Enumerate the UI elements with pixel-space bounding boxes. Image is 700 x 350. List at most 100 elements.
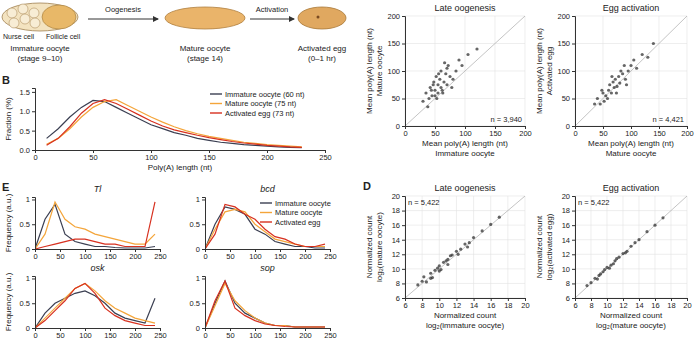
plot-area — [575, 196, 687, 298]
x-axis-title: Mean poly(A) length (nt) — [588, 139, 674, 148]
point — [437, 72, 440, 75]
tick: 150 — [274, 328, 287, 340]
tick-label: 0 — [33, 252, 37, 261]
y-axis: 00.51 — [190, 195, 206, 254]
plot-area — [35, 283, 155, 328]
grid-line — [405, 225, 525, 226]
x-axis: 050100150200250 — [33, 150, 331, 162]
x-axis: 050100150200 — [573, 126, 693, 138]
series-line — [35, 283, 155, 328]
tick-label: 18 — [392, 206, 400, 215]
grid-line — [490, 196, 491, 298]
tick: 0 — [203, 249, 207, 261]
tick: 10 — [603, 298, 611, 310]
series-line — [205, 204, 325, 249]
series-line — [205, 281, 325, 328]
tick-label: 50 — [392, 94, 400, 103]
point — [435, 75, 438, 78]
tick-label: 6 — [396, 294, 400, 303]
tick-label: 18 — [667, 301, 675, 310]
point — [489, 223, 492, 226]
tick: 16 — [562, 221, 575, 230]
tick-mark — [572, 99, 575, 100]
tick: 14 — [562, 236, 575, 245]
point — [604, 94, 607, 97]
tick-label: 100 — [387, 67, 400, 76]
tick: 100 — [387, 67, 405, 76]
tick: 16 — [487, 298, 495, 310]
grid-line — [575, 43, 687, 44]
grid-line — [575, 196, 687, 197]
point — [608, 83, 611, 86]
immature-oocyte — [42, 5, 76, 29]
point — [451, 78, 454, 81]
tick: 0 — [26, 245, 35, 254]
tick-mark — [572, 71, 575, 72]
point — [445, 259, 448, 262]
axis-line — [32, 277, 36, 329]
tick: 250 — [324, 249, 337, 261]
y-axis: 00.51 — [20, 274, 36, 333]
legend-label: Activated egg (73 nt) — [225, 109, 295, 118]
tick-label: 100 — [459, 129, 472, 138]
tick: 8 — [566, 279, 575, 288]
diagonal — [575, 16, 687, 126]
tick: 50 — [562, 94, 575, 103]
tick: 0.0 — [20, 146, 35, 155]
point — [422, 275, 425, 278]
tick: 200 — [129, 249, 142, 261]
tick: 1 — [26, 195, 35, 204]
grid-line — [456, 196, 457, 298]
diagonal — [575, 196, 687, 298]
tick-mark — [402, 126, 405, 127]
point — [448, 75, 451, 78]
point — [436, 83, 439, 86]
point — [625, 83, 628, 86]
grid-line — [525, 196, 526, 298]
tick-label: 50 — [226, 331, 234, 340]
tick-label: 18 — [504, 301, 512, 310]
plot-area — [205, 281, 325, 328]
egg-chamber — [2, 3, 78, 31]
point — [652, 42, 655, 45]
tick-label: 0.5 — [190, 299, 200, 308]
tick-mark — [402, 71, 405, 72]
tick-mark — [202, 328, 205, 329]
point — [606, 97, 609, 100]
tick-label: 0 — [196, 245, 200, 254]
tick-mark — [402, 16, 405, 17]
tick: 8 — [396, 279, 405, 288]
tick-mark — [32, 150, 35, 151]
tick-label: 8 — [421, 301, 425, 310]
tick: 100 — [79, 328, 92, 340]
x-axis: 050100150200 — [403, 126, 531, 138]
tick-label: 0.5 — [190, 220, 200, 229]
legend-label: Immature oocyte — [275, 199, 331, 208]
tick-mark — [32, 131, 35, 132]
tick-label: 20 — [521, 301, 529, 310]
tick-label: 20 — [562, 192, 570, 201]
point — [433, 94, 436, 97]
point — [596, 277, 599, 280]
chart: 050100150200050100150200Egg activationMe… — [535, 3, 694, 158]
tick-label: 100 — [79, 331, 92, 340]
diagonal — [405, 16, 525, 126]
tick-label: 1 — [26, 274, 30, 283]
series-line — [205, 281, 325, 328]
tick: 0 — [33, 328, 37, 340]
tick: 1 — [196, 195, 205, 204]
chart-title: bcd — [260, 184, 276, 194]
tick: 200 — [299, 249, 312, 261]
point — [441, 89, 444, 92]
tick: 150 — [104, 328, 117, 340]
nurse-cell — [9, 18, 19, 28]
plot-area — [405, 196, 525, 298]
y-axis-title: Mean poly(A) length (nt) — [535, 28, 544, 114]
tick: 14 — [392, 236, 405, 245]
point — [615, 257, 618, 260]
grid-line — [405, 16, 525, 17]
tick-label: 250 — [154, 331, 167, 340]
point — [646, 56, 649, 59]
tick-label: 10 — [562, 265, 570, 274]
tick: 10 — [562, 265, 575, 274]
